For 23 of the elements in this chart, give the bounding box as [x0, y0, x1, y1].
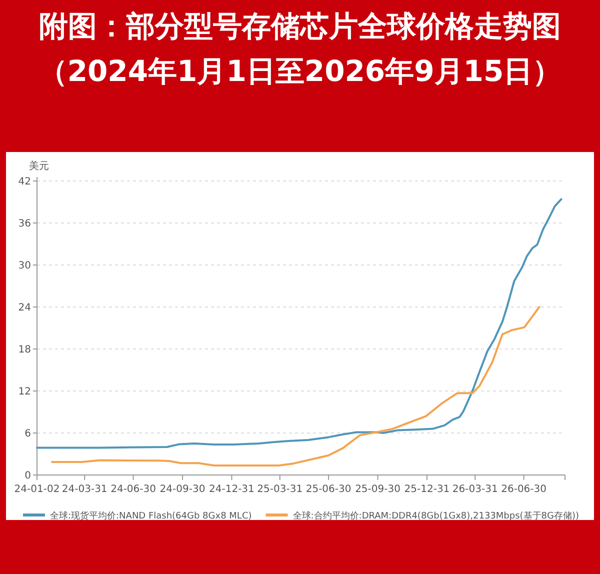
y-axis-title: 美元 [29, 160, 49, 172]
y-tick-label: 30 [18, 260, 31, 272]
x-tick-label: 26-03-31 [452, 484, 498, 495]
x-tick-label: 25-06-30 [306, 484, 352, 495]
x-tick-label: 24-06-30 [110, 484, 156, 495]
y-tick-label: 18 [18, 344, 31, 356]
y-tick-label: 24 [18, 302, 31, 314]
x-tick-label: 24-01-02 [14, 484, 60, 495]
y-tick-label: 12 [18, 386, 31, 398]
x-tick-label: 26-06-30 [501, 484, 547, 495]
y-tick-label: 6 [24, 428, 31, 440]
y-tick-label: 0 [24, 470, 31, 482]
x-tick-label: 25-03-31 [257, 484, 303, 495]
x-tick-label: 24-09-30 [160, 484, 206, 495]
legend-label: 全球:合约平均价:DRAM:DDR4(8Gb(1Gx8),2133Mbps(基于8G存储)) [292, 510, 580, 522]
x-tick-label: 25-09-30 [355, 484, 400, 495]
x-tick-label: 25-12-31 [404, 484, 450, 495]
y-tick-label: 36 [18, 218, 31, 230]
y-tick-label: 42 [18, 176, 31, 188]
legend-label: 全球:现货平均价:NAND Flash(64Gb 8Gx8 MLC) [50, 510, 252, 522]
x-tick-label: 24-03-31 [62, 484, 108, 495]
x-tick-label: 24-12-31 [209, 484, 254, 495]
chart-title: 附图：部分型号存储芯片全球价格走势图（2024年1月1日至2026年9月15日） [37, 8, 563, 90]
